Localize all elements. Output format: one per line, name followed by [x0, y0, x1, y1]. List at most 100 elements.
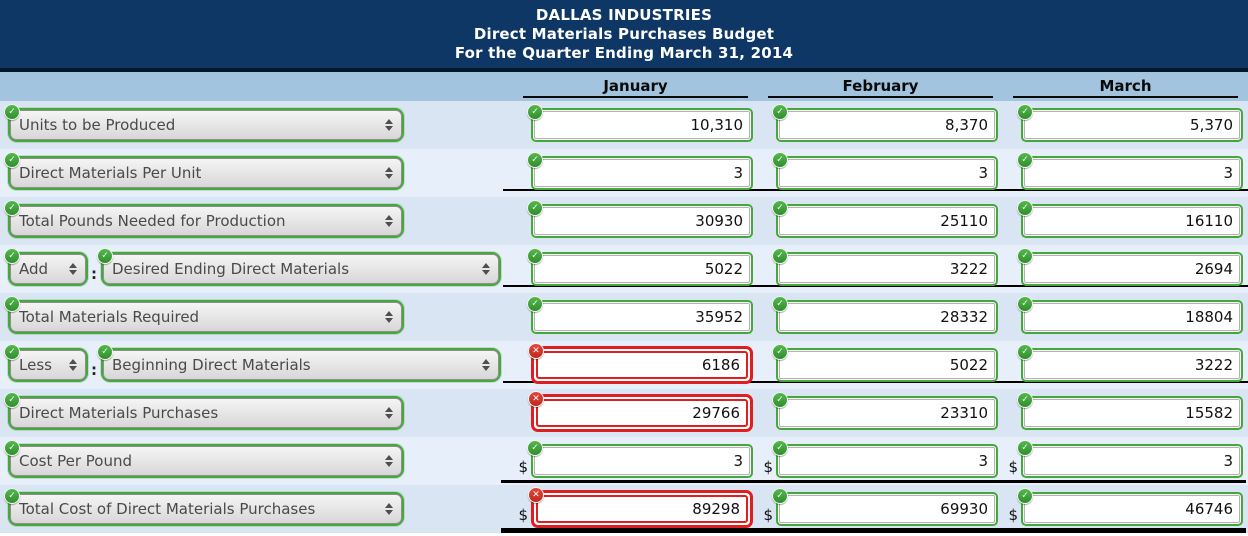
value-input[interactable] [779, 351, 995, 379]
row-operator-select[interactable]: Add [10, 254, 86, 284]
value-input[interactable] [1024, 111, 1240, 139]
row-label-cell: ✓ Cost Per Pound [0, 440, 513, 478]
value-input[interactable] [534, 255, 750, 283]
value-cell-january: ✓ [503, 245, 759, 293]
value-input[interactable] [536, 399, 748, 427]
value-input[interactable] [534, 159, 750, 187]
error-x-icon: ✕ [528, 343, 544, 359]
dollar-sign: $ [763, 506, 773, 524]
value-input[interactable] [779, 207, 995, 235]
valid-check-icon: ✓ [4, 296, 20, 312]
value-input[interactable] [1024, 207, 1240, 235]
table-row: ✓ Direct Materials Per Unit ✓ ✓ ✓ [0, 149, 1248, 197]
dollar-sign: $ [763, 458, 773, 476]
row-label-cell: ✓ Total Materials Required [0, 296, 513, 334]
value-input[interactable] [1024, 447, 1240, 475]
value-input[interactable] [1024, 255, 1240, 283]
row-label-select[interactable]: Total Pounds Needed for Production [10, 206, 402, 236]
value-input[interactable] [1024, 159, 1240, 187]
value-input[interactable] [779, 159, 995, 187]
value-input[interactable] [779, 399, 995, 427]
row-label-cell: ✓ Add : ✓ Desired Ending Direct Material… [0, 248, 513, 286]
row-label-cell: ✓ Direct Materials Purchases [0, 392, 513, 430]
row-label-select[interactable]: Total Materials Required [10, 302, 402, 332]
row-label-select[interactable]: Desired Ending Direct Materials [103, 254, 499, 284]
company-name: DALLAS INDUSTRIES [535, 6, 713, 24]
valid-check-icon: ✓ [97, 344, 113, 360]
row-label-cell: ✓ Total Cost of Direct Materials Purchas… [0, 488, 513, 526]
column-header-spacer [0, 72, 513, 101]
valid-check-icon: ✓ [772, 248, 788, 264]
value-cell-january: ✓ [513, 101, 758, 149]
value-input[interactable] [779, 111, 995, 139]
valid-check-icon: ✓ [772, 200, 788, 216]
value-cell-february: ✓ [758, 101, 1003, 149]
valid-check-icon: ✓ [97, 248, 113, 264]
valid-check-icon: ✓ [1017, 296, 1033, 312]
value-cell-february: ✓ [748, 149, 1004, 197]
valid-check-icon: ✓ [4, 392, 20, 408]
report-period: For the Quarter Ending March 31, 2014 [454, 44, 794, 62]
value-input[interactable] [779, 255, 995, 283]
value-input[interactable] [534, 447, 750, 475]
value-input[interactable] [534, 111, 750, 139]
valid-check-icon: ✓ [1017, 152, 1033, 168]
dollar-sign: $ [1008, 458, 1018, 476]
valid-check-icon: ✓ [772, 392, 788, 408]
valid-check-icon: ✓ [527, 152, 543, 168]
valid-check-icon: ✓ [4, 488, 20, 504]
table-row: ✓ Total Cost of Direct Materials Purchas… [0, 485, 1248, 533]
value-input[interactable] [779, 495, 995, 523]
valid-check-icon: ✓ [772, 440, 788, 456]
value-cell-march: ✓ [1003, 101, 1248, 149]
value-input[interactable] [1024, 495, 1240, 523]
valid-check-icon: ✓ [527, 296, 543, 312]
value-cell-march: ✓ [993, 245, 1248, 293]
value-cell-february: ✓ [758, 293, 1003, 341]
row-label-select[interactable]: Units to be Produced [10, 110, 402, 140]
row-label-select[interactable]: Beginning Direct Materials [103, 350, 499, 380]
dollar-sign: $ [518, 506, 528, 524]
table-row: ✓ Cost Per Pound $ ✓ $ ✓ $ ✓ [0, 437, 1248, 485]
valid-check-icon: ✓ [1017, 344, 1033, 360]
valid-check-icon: ✓ [4, 200, 20, 216]
value-input[interactable] [1024, 399, 1240, 427]
value-cell-february: ✓ [758, 389, 1003, 437]
value-cell-march: ✓ [1003, 197, 1248, 245]
valid-check-icon: ✓ [527, 248, 543, 264]
valid-check-icon: ✓ [772, 344, 788, 360]
title-banner: DALLAS INDUSTRIES Direct Materials Purch… [0, 0, 1248, 72]
value-cell-february: ✓ [748, 245, 1004, 293]
valid-check-icon: ✓ [1017, 488, 1033, 504]
valid-check-icon: ✓ [1017, 392, 1033, 408]
value-cell-february: ✓ [748, 341, 1004, 389]
value-input[interactable] [536, 351, 748, 379]
value-input[interactable] [534, 207, 750, 235]
valid-check-icon: ✓ [4, 248, 20, 264]
row-label-select[interactable]: Direct Materials Per Unit [10, 158, 402, 188]
row-label-select[interactable]: Total Cost of Direct Materials Purchases [10, 494, 402, 524]
operator-separator: : [91, 361, 97, 379]
valid-check-icon: ✓ [1017, 104, 1033, 120]
valid-check-icon: ✓ [1017, 200, 1033, 216]
error-x-icon: ✕ [528, 487, 544, 503]
value-cell-january: ✓ [503, 149, 759, 197]
value-input[interactable] [779, 447, 995, 475]
row-operator-select[interactable]: Less [10, 350, 86, 380]
value-input[interactable] [534, 303, 750, 331]
value-cell-march: $ ✓ [991, 485, 1248, 533]
value-cell-march: ✓ [993, 341, 1248, 389]
row-label-cell: ✓ Total Pounds Needed for Production [0, 200, 513, 238]
value-input[interactable] [1024, 303, 1240, 331]
valid-check-icon: ✓ [4, 104, 20, 120]
valid-check-icon: ✓ [772, 296, 788, 312]
value-input[interactable] [1024, 351, 1240, 379]
valid-check-icon: ✓ [527, 440, 543, 456]
column-header-march: March [1003, 72, 1248, 101]
value-cell-february: ✓ [758, 197, 1003, 245]
value-input[interactable] [779, 303, 995, 331]
row-label-select[interactable]: Direct Materials Purchases [10, 398, 402, 428]
row-label-select[interactable]: Cost Per Pound [10, 446, 402, 476]
value-input[interactable] [536, 495, 748, 523]
